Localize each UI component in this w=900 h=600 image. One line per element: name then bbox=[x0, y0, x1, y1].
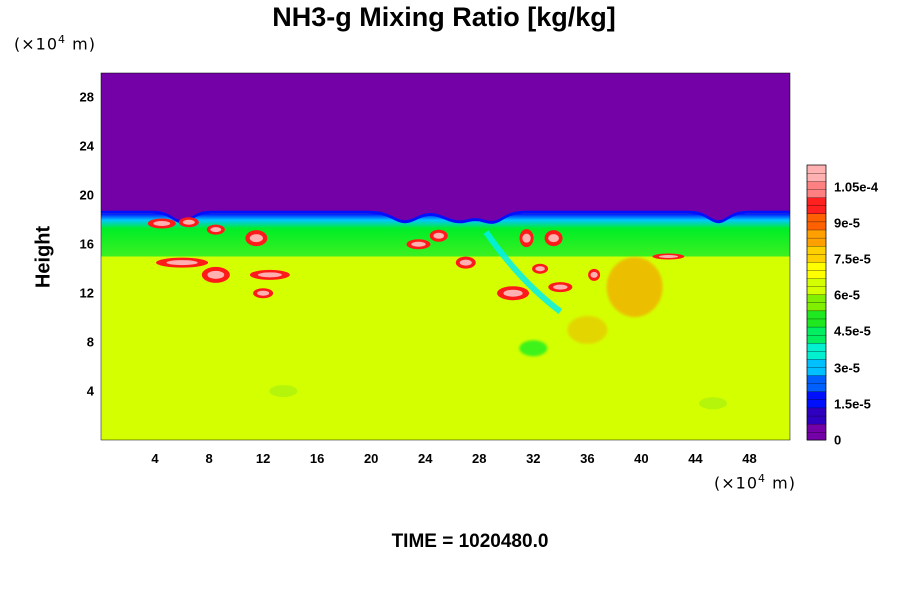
pink-core bbox=[590, 271, 598, 278]
colorbar-swatch bbox=[806, 253, 827, 263]
colorbar-swatch bbox=[806, 205, 827, 214]
x-tick-label: 32 bbox=[526, 451, 541, 466]
pink-core bbox=[503, 289, 523, 297]
colorbar-swatch bbox=[806, 391, 827, 401]
colorbar-swatch bbox=[806, 431, 827, 441]
colorbar-swatch bbox=[806, 302, 827, 312]
green-patch bbox=[269, 385, 298, 398]
colorbar-swatch bbox=[806, 189, 827, 198]
pink-core bbox=[257, 290, 270, 296]
pink-core bbox=[182, 219, 195, 225]
colorbar-swatch bbox=[806, 164, 827, 174]
pink-core bbox=[257, 272, 282, 278]
x-tick-label: 4 bbox=[151, 451, 159, 466]
y-tick-label: 16 bbox=[79, 236, 94, 252]
colorbar-tick-label: 1.05e-4 bbox=[834, 179, 879, 195]
y-tick-label: 20 bbox=[79, 187, 94, 203]
colorbar-tick-label: 7.5e-5 bbox=[834, 251, 871, 267]
colorbar-swatch bbox=[806, 415, 827, 425]
pink-core bbox=[658, 255, 679, 258]
x-tick-label: 24 bbox=[418, 451, 433, 466]
colorbar-swatch bbox=[806, 342, 827, 352]
orange-region bbox=[567, 315, 608, 344]
colorbar-swatch bbox=[806, 358, 827, 368]
x-axis-unit: (×104 m) bbox=[714, 472, 796, 493]
x-tick-label: 48 bbox=[742, 451, 757, 466]
x-tick-label: 28 bbox=[472, 451, 487, 466]
colorbar-tick-label: 6e-5 bbox=[834, 287, 861, 303]
colorbar-swatch bbox=[806, 221, 827, 231]
pink-core bbox=[433, 232, 445, 239]
y-tick-label: 12 bbox=[79, 285, 94, 301]
colorbar-swatch bbox=[806, 367, 827, 376]
pink-core bbox=[411, 241, 426, 247]
x-tick-label: 40 bbox=[634, 451, 649, 466]
top-layer-field bbox=[101, 73, 790, 221]
x-tick-label: 8 bbox=[205, 451, 213, 466]
colorbar-swatch bbox=[806, 181, 827, 190]
time-annotation: TIME = 1020480.0 bbox=[391, 531, 549, 552]
pink-core bbox=[459, 259, 472, 266]
colorbar-swatch bbox=[806, 294, 827, 303]
colorbar-swatch bbox=[806, 237, 827, 247]
pink-core bbox=[535, 266, 545, 272]
colorbar-swatch bbox=[806, 318, 827, 328]
x-tick-label: 36 bbox=[580, 451, 595, 466]
green-patch bbox=[698, 397, 727, 410]
orange-region bbox=[606, 257, 663, 318]
x-tick-label: 12 bbox=[255, 451, 271, 466]
y-tick-label: 28 bbox=[79, 89, 94, 105]
plot-frame bbox=[100, 72, 791, 441]
chart-title: NH3-g Mixing Ratio [kg/kg] bbox=[272, 2, 616, 32]
y-tick-label: 4 bbox=[86, 383, 94, 399]
pink-core bbox=[153, 220, 171, 226]
colorbar-swatch bbox=[806, 245, 827, 255]
y-axis-unit: (×104 m) bbox=[14, 33, 96, 54]
colorbar-swatch bbox=[806, 383, 827, 392]
pink-core bbox=[210, 227, 222, 233]
colorbar-swatch bbox=[806, 213, 827, 223]
colorbar-swatch bbox=[806, 407, 827, 417]
cyan-filament bbox=[483, 230, 563, 314]
x-tick-label: 44 bbox=[688, 451, 703, 466]
colorbar-tick-label: 4.5e-5 bbox=[834, 323, 871, 339]
colorbar-swatch bbox=[806, 286, 827, 295]
colorbar-swatch bbox=[806, 197, 827, 206]
colorbar-swatch bbox=[806, 229, 827, 239]
colorbar-swatch bbox=[806, 423, 827, 433]
colorbar-tick-label: 1.5e-5 bbox=[834, 396, 871, 412]
colorbar-swatch bbox=[806, 375, 827, 384]
colorbar-swatch bbox=[806, 310, 827, 320]
pink-core bbox=[207, 270, 225, 279]
colorbar-swatch bbox=[806, 172, 827, 182]
colorbar-swatch bbox=[806, 278, 827, 287]
pink-core bbox=[553, 284, 568, 290]
colorbar-tick-label: 0 bbox=[834, 432, 842, 448]
x-tick-label: 16 bbox=[309, 451, 325, 466]
pink-core bbox=[548, 234, 559, 243]
x-tick-label: 20 bbox=[363, 451, 379, 466]
colorbar-swatch bbox=[806, 399, 827, 409]
green-patch bbox=[519, 340, 548, 357]
colorbar-tick-label: 9e-5 bbox=[834, 215, 861, 231]
colorbar-tick-label: 3e-5 bbox=[834, 360, 861, 376]
colorbar-swatch bbox=[806, 261, 827, 271]
colorbar-frame bbox=[806, 164, 827, 441]
y-tick-label: 8 bbox=[86, 334, 94, 350]
pink-core bbox=[249, 234, 263, 243]
pink-core bbox=[166, 260, 198, 266]
colorbar-swatch bbox=[806, 269, 827, 279]
colorbar-swatch bbox=[806, 334, 827, 344]
colorbar-swatch bbox=[806, 326, 827, 336]
pink-core bbox=[522, 233, 531, 243]
y-tick-label: 24 bbox=[79, 138, 94, 154]
colorbar-swatch bbox=[806, 350, 827, 360]
